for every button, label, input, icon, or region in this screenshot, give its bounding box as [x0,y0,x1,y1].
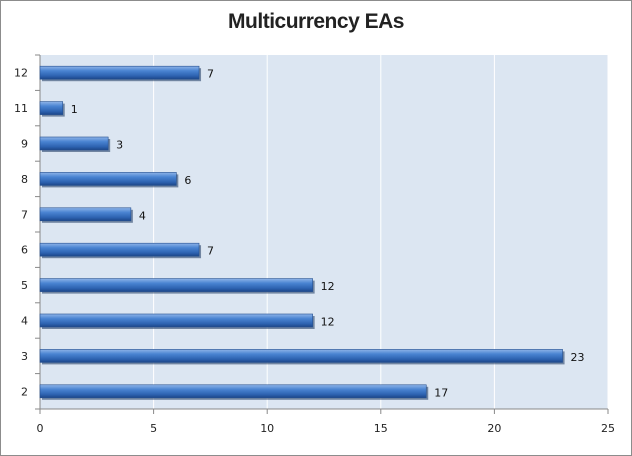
y-tick-label: 7 [21,208,28,221]
y-tick-label: 4 [21,315,28,328]
bar [39,65,200,80]
bar [39,384,427,399]
x-tick-label: 25 [601,422,615,435]
bar [39,349,563,363]
y-tick-label: 5 [21,279,28,292]
bar [39,136,109,151]
data-label: 6 [184,174,191,187]
bar [39,207,132,222]
data-label: 12 [321,316,335,329]
data-label: 1 [71,103,78,116]
y-tick-label: 6 [21,244,28,257]
chart-title: Multicurrency EAs [228,10,404,33]
x-tick-label: 20 [487,422,501,435]
bar [39,101,64,115]
data-label: 7 [207,245,214,258]
data-label: 7 [207,68,214,81]
x-tick-label: 0 [37,422,44,435]
bar [39,242,200,257]
x-tick-label: 15 [374,422,388,435]
data-label: 4 [139,209,146,222]
y-tick-label: 11 [14,102,28,115]
bar [39,278,313,292]
data-label: 17 [434,386,448,399]
y-tick-label: 8 [21,173,28,186]
data-label: 3 [116,139,123,152]
x-tick-label: 10 [260,422,274,435]
y-tick-label: 9 [21,138,28,151]
y-tick-label: 12 [14,67,28,80]
data-label: 12 [321,280,335,293]
y-tick-label: 2 [21,385,28,398]
bar [39,172,177,186]
data-label: 23 [571,351,585,364]
y-tick-label: 3 [21,350,28,363]
x-tick-label: 5 [150,422,157,435]
bar [39,313,313,328]
